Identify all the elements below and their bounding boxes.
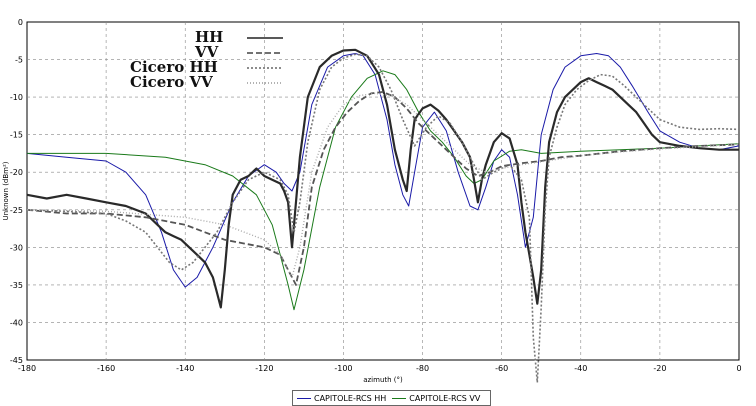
y-tick-label: -5 [15,56,23,65]
series-line-vv [26,91,740,286]
x-tick-label: -100 [334,364,352,373]
y-tick-label: -25 [10,206,23,215]
series-line-hh [26,48,739,309]
x-tick-label: -140 [176,364,194,373]
y-tick-label: -35 [10,281,23,290]
legend-swatch-capitole-hh [297,397,311,399]
x-tick-label: -180 [18,364,36,373]
x-axis-title: azimuth (°) [363,376,403,384]
legend-label-hh: HH [195,28,223,46]
legend-label-capitole-vv: CAPITOLE-RCS VV [409,393,481,403]
x-tick-label: 0 [736,364,741,373]
y-tick-label: -10 [10,93,23,102]
x-tick-label: -120 [255,364,273,373]
x-tick-label: -40 [574,364,587,373]
tick-labels: -180 -160 -140 -120 -100 -80 -60 -40 -20 0 0 -5 -10 -… [10,18,742,373]
y-axis-title: Unknown (dBm²) [2,161,10,220]
gridlines [27,22,739,360]
y-tick-label: -30 [10,243,23,252]
y-tick-label: -45 [10,356,23,365]
y-tick-label: -15 [10,131,23,140]
series-line-cicero-vv [26,92,740,279]
legend-item-capitole-vv: CAPITOLE-RCS VV [392,394,480,403]
series-lines [26,48,740,384]
legend-label-capitole-hh: CAPITOLE-RCS HH [314,393,387,403]
series-line-capitole-rcs-vv [27,70,740,311]
y-tick-label: 0 [18,18,23,27]
legend-item-capitole-hh: CAPITOLE-RCS HH [297,394,386,403]
legend-label-vv: VV [194,43,219,61]
bottom-legend: CAPITOLE-RCS HH CAPITOLE-RCS VV [292,390,492,406]
top-legend: HH VV Cicero HH Cicero VV [130,28,283,91]
legend-swatch-capitole-vv [392,397,407,399]
x-tick-label: -60 [495,364,508,373]
series-line-capitole-rcs-hh [26,53,740,288]
x-tick-label: -160 [97,364,115,373]
legend-label-cicero-vv: Cicero VV [130,73,213,91]
plot-frame [26,21,740,361]
y-tick-label: -20 [10,168,23,177]
x-tick-label: -20 [653,364,666,373]
y-tick-label: -40 [10,318,23,327]
legend-label-cicero-hh: Cicero HH [130,58,218,76]
x-tick-label: -80 [416,364,429,373]
